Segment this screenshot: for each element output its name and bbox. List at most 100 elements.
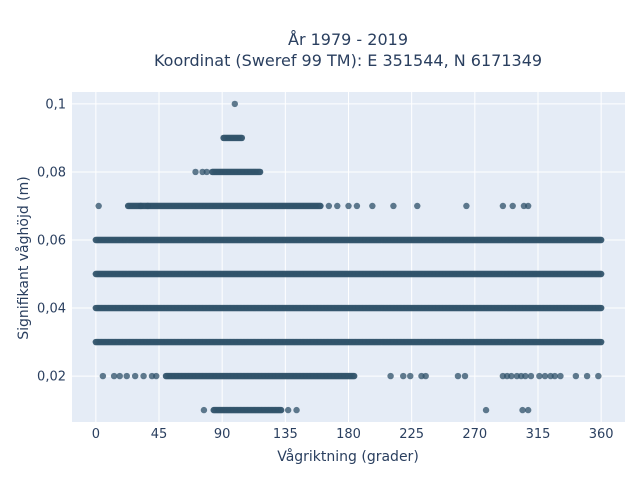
data-point bbox=[318, 338, 326, 346]
data-point bbox=[210, 236, 217, 244]
data-point bbox=[553, 338, 560, 346]
data-point bbox=[348, 236, 355, 244]
data-point bbox=[307, 338, 314, 346]
data-point bbox=[578, 270, 585, 278]
data-point bbox=[349, 270, 356, 278]
data-point bbox=[470, 236, 477, 244]
data-point bbox=[272, 270, 279, 278]
data-point bbox=[221, 270, 229, 278]
data-point bbox=[494, 338, 501, 346]
data-point bbox=[298, 372, 306, 380]
data-point bbox=[415, 304, 422, 312]
data-point bbox=[103, 270, 111, 278]
data-point bbox=[411, 270, 418, 278]
data-point bbox=[543, 304, 550, 312]
data-point bbox=[331, 270, 338, 278]
data-point bbox=[273, 372, 281, 380]
data-point bbox=[442, 270, 449, 278]
data-point bbox=[252, 406, 260, 414]
data-point bbox=[592, 236, 599, 244]
data-point bbox=[383, 236, 390, 244]
data-point bbox=[140, 270, 147, 278]
data-point bbox=[442, 304, 449, 312]
data-point bbox=[524, 338, 532, 346]
data-point bbox=[211, 406, 219, 414]
data-point bbox=[453, 304, 460, 312]
data-point bbox=[336, 236, 344, 244]
data-point bbox=[415, 236, 422, 244]
data-point bbox=[543, 338, 550, 346]
data-point bbox=[266, 372, 274, 380]
data-point bbox=[293, 338, 300, 346]
data-point bbox=[174, 236, 181, 244]
data-point bbox=[536, 338, 543, 346]
data-point bbox=[400, 236, 407, 244]
data-point bbox=[547, 338, 554, 346]
data-point bbox=[145, 338, 153, 346]
data-point bbox=[296, 270, 303, 278]
data-point bbox=[262, 304, 269, 312]
data-point bbox=[572, 304, 580, 312]
data-point bbox=[391, 270, 399, 278]
x-tick-label: 225 bbox=[399, 427, 424, 442]
data-point bbox=[464, 236, 472, 244]
data-point bbox=[356, 338, 363, 346]
data-point bbox=[242, 304, 250, 312]
data-point bbox=[242, 168, 250, 176]
data-point bbox=[167, 372, 174, 380]
data-point bbox=[262, 236, 269, 244]
data-point bbox=[546, 304, 553, 312]
data-point bbox=[231, 236, 239, 244]
data-point bbox=[407, 270, 414, 278]
data-point bbox=[294, 202, 302, 210]
data-point bbox=[110, 304, 118, 312]
data-point bbox=[574, 338, 581, 346]
data-point bbox=[400, 338, 407, 346]
data-point bbox=[181, 338, 188, 346]
data-point bbox=[574, 270, 581, 278]
data-point bbox=[245, 372, 253, 380]
data-point bbox=[491, 270, 498, 278]
data-point bbox=[505, 270, 512, 278]
data-point bbox=[515, 236, 522, 244]
data-point bbox=[175, 304, 182, 312]
data-point bbox=[181, 236, 188, 244]
data-point bbox=[102, 304, 109, 312]
data-point bbox=[206, 270, 213, 278]
data-point bbox=[169, 270, 177, 278]
data-point bbox=[160, 338, 167, 346]
data-point bbox=[350, 270, 358, 278]
data-point bbox=[492, 236, 500, 244]
data-point bbox=[214, 372, 222, 380]
data-point bbox=[355, 236, 362, 244]
data-point bbox=[120, 270, 128, 278]
data-point bbox=[158, 202, 166, 210]
data-point bbox=[259, 270, 267, 278]
data-point bbox=[242, 202, 250, 210]
data-point bbox=[251, 236, 258, 244]
data-point bbox=[509, 338, 516, 346]
data-point bbox=[95, 338, 102, 346]
data-point bbox=[276, 236, 283, 244]
data-point bbox=[576, 304, 584, 312]
data-point bbox=[203, 236, 210, 244]
data-point bbox=[122, 338, 129, 346]
data-point bbox=[353, 270, 361, 278]
data-point bbox=[283, 338, 290, 346]
data-point bbox=[235, 270, 243, 278]
data-point bbox=[547, 270, 554, 278]
data-point bbox=[175, 202, 182, 210]
data-point bbox=[505, 236, 512, 244]
data-point bbox=[404, 304, 411, 312]
data-point bbox=[169, 202, 177, 210]
data-point bbox=[398, 270, 406, 278]
data-point bbox=[547, 236, 554, 244]
data-point bbox=[293, 202, 300, 210]
data-point bbox=[291, 304, 299, 312]
data-point bbox=[147, 270, 154, 278]
data-point bbox=[193, 304, 201, 312]
data-point bbox=[444, 338, 452, 346]
data-point bbox=[471, 270, 479, 278]
data-point bbox=[192, 338, 199, 346]
data-point bbox=[357, 338, 365, 346]
